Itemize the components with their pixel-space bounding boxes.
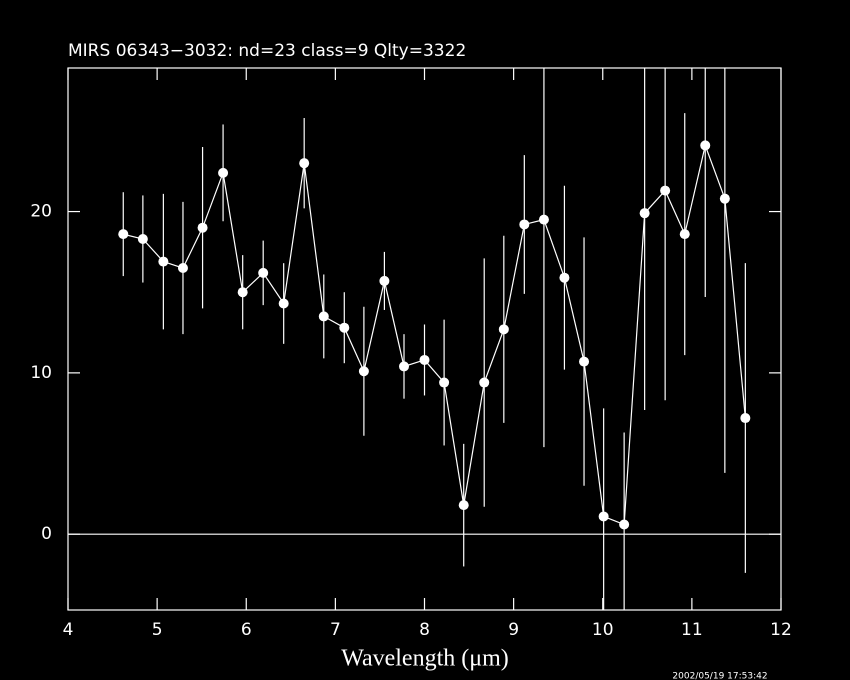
data-point	[559, 272, 570, 283]
data-line	[123, 143, 746, 526]
chart-title: MIRS 06343−3032: nd=23 class=9 Qlty=3322	[68, 41, 466, 61]
data-point	[358, 366, 369, 377]
data-point	[598, 511, 609, 522]
data-point	[498, 324, 509, 335]
data-point	[719, 193, 730, 204]
data-point	[237, 287, 248, 298]
x-tick-label: 4	[63, 620, 74, 640]
x-axis-label: Wavelength (μm)	[341, 646, 509, 672]
data-point	[218, 167, 229, 178]
x-tick-label: 7	[330, 620, 341, 640]
x-tick-label: 10	[592, 620, 614, 640]
data-point	[278, 298, 289, 309]
data-point	[177, 263, 188, 274]
data-point	[339, 322, 350, 333]
data-point	[639, 208, 650, 219]
y-tick-label: 10	[30, 363, 52, 383]
x-tick-label: 9	[508, 620, 519, 640]
data-point	[660, 185, 671, 196]
data-point	[740, 413, 751, 424]
x-tick-label: 12	[770, 620, 792, 640]
data-point	[118, 229, 129, 240]
y-tick-label: 20	[30, 202, 52, 222]
data-point	[318, 311, 329, 322]
data-point	[538, 214, 549, 225]
data-point	[258, 267, 269, 278]
data-point	[519, 219, 530, 230]
x-tick-label: 8	[419, 620, 430, 640]
x-tick-label: 5	[152, 620, 163, 640]
data-point	[379, 275, 390, 286]
data-point	[399, 361, 410, 372]
data-point	[197, 222, 208, 233]
data-point	[299, 158, 310, 169]
data-point	[579, 356, 590, 367]
x-tick-label: 6	[241, 620, 252, 640]
data-point	[419, 354, 430, 365]
data-point	[458, 500, 469, 511]
data-point	[679, 229, 690, 240]
x-tick-label: 11	[681, 620, 703, 640]
data-point	[479, 377, 490, 388]
data-point	[619, 519, 630, 530]
timestamp: 2002/05/19 17:53:42	[672, 672, 767, 680]
data-point	[700, 140, 711, 151]
y-tick-label: 0	[41, 524, 52, 544]
data-point	[137, 233, 148, 244]
data-point	[439, 377, 450, 388]
data-point	[158, 256, 169, 267]
